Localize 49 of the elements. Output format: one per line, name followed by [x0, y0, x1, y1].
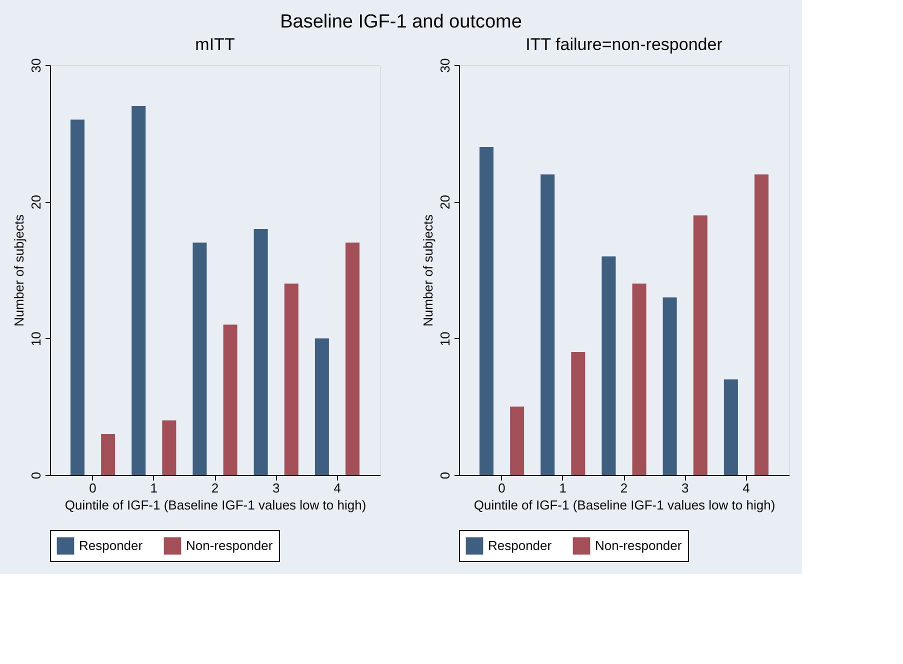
bar [314, 338, 329, 475]
bar [754, 174, 768, 475]
bar [602, 256, 616, 475]
chart-title: ITT failure=non-responder [526, 34, 723, 54]
bar [254, 229, 268, 475]
bar [192, 242, 207, 475]
bar [346, 242, 360, 475]
bar [480, 147, 494, 475]
x-axis-title: Quintile of IGF-1 (Baseline IGF-1 values low to high) [474, 498, 776, 512]
text: Baseline IGF-1 and outcome [280, 11, 522, 32]
bar [724, 379, 738, 475]
bar [571, 352, 586, 475]
y-tick-label: 30 [28, 58, 44, 73]
x-tick-label: 0 [498, 480, 506, 496]
y-tick-label: 10 [438, 332, 452, 346]
legend-label: Responder [79, 538, 144, 553]
y-tick-label: 30 [438, 58, 452, 73]
x-tick-label: 2 [211, 480, 219, 496]
bar [284, 284, 298, 475]
legend-label: Responder [488, 538, 552, 553]
x-tick-label: 4 [742, 480, 750, 496]
bar [662, 297, 677, 475]
y-tick-label: 20 [438, 194, 452, 210]
y-axis-title: Number of subjects [12, 214, 26, 326]
bar [132, 106, 146, 475]
bar [70, 120, 84, 475]
x-tick-label: 3 [272, 480, 280, 496]
bar [693, 215, 708, 475]
bar [162, 420, 176, 475]
x-tick-label: 4 [334, 480, 341, 496]
bar [223, 324, 238, 475]
bar [510, 406, 524, 475]
y-tick-label: 0 [438, 472, 452, 480]
y-axis-title: Number of subjects [420, 214, 436, 326]
legend-label: Non-responder [186, 538, 274, 553]
chart-title: mITT [195, 34, 235, 54]
x-tick-label: 0 [89, 480, 96, 496]
bar [101, 434, 116, 475]
legend-label: Non-responder [595, 538, 682, 553]
bar [540, 174, 555, 475]
x-tick-label: 3 [681, 480, 689, 496]
x-tick-label: 2 [620, 480, 628, 496]
y-tick-label: 10 [28, 332, 44, 346]
y-tick-label: 20 [28, 194, 44, 210]
x-axis-title: Quintile of IGF-1 (Baseline IGF-1 values low to high) [64, 498, 366, 512]
y-tick-label: 0 [28, 472, 44, 480]
bar [632, 284, 646, 475]
x-tick-label: 1 [150, 480, 158, 496]
x-tick-label: 1 [559, 480, 567, 496]
